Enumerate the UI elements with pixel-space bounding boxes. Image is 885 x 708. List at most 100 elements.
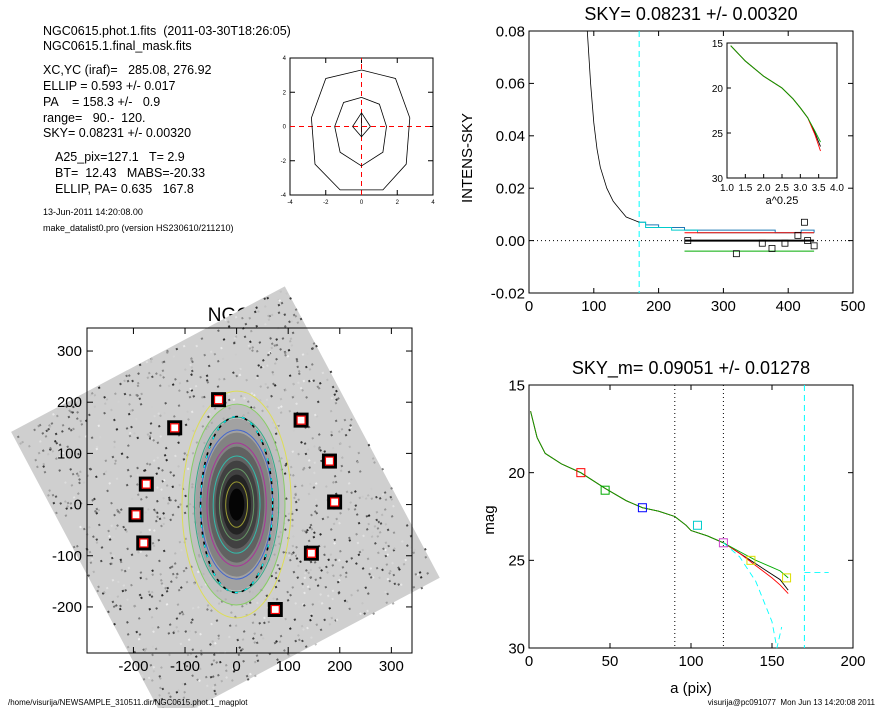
noise-pixel: [167, 543, 171, 546]
noise-pixel: [370, 487, 373, 491]
sky-square-marker: [794, 231, 802, 239]
noise-pixel: [232, 371, 235, 375]
noise-pixel: [284, 497, 288, 501]
noise-pixel: [166, 502, 170, 505]
noise-pixel: [277, 579, 281, 583]
galaxy-isophote-fill: [228, 488, 245, 521]
noise-pixel: [366, 592, 370, 595]
noise-pixel: [289, 465, 293, 469]
noise-pixel: [315, 511, 319, 515]
noise-pixel: [299, 560, 302, 564]
noise-pixel: [172, 474, 176, 477]
masked-star-box-inner: [213, 395, 224, 405]
noise-pixel: [333, 393, 337, 396]
noise-pixel: [191, 674, 194, 678]
gal-ytick-label: 100: [57, 445, 82, 462]
noise-pixel: [270, 342, 274, 346]
noise-pixel: [299, 371, 303, 375]
noise-pixel: [160, 697, 164, 701]
masked-star-box-inner: [324, 456, 335, 466]
noise-pixel: [273, 384, 277, 387]
noise-pixel: [135, 630, 139, 634]
noise-pixel: [89, 393, 92, 397]
noise-pixel: [384, 548, 387, 552]
masked-star-box: [327, 494, 343, 510]
noise-pixel: [314, 482, 318, 485]
inset-ytick-label: 15: [712, 39, 724, 50]
position-angle: PA = 158.3 +/- 0.9: [43, 95, 161, 109]
timestamp: 13-Jun-2011 14:20:08.00: [43, 207, 143, 217]
noise-pixel: [267, 620, 271, 624]
noise-pixel: [319, 593, 322, 596]
noise-pixel: [152, 669, 156, 673]
noise-pixel: [384, 554, 388, 558]
mag-xtick-label: 200: [840, 653, 865, 670]
noise-pixel: [337, 558, 341, 562]
masked-star-box-inner: [306, 548, 317, 558]
noise-pixel: [74, 399, 78, 402]
noise-pixel: [310, 513, 313, 517]
noise-pixel: [348, 607, 352, 611]
noise-pixel: [389, 495, 393, 499]
noise-pixel: [332, 574, 335, 578]
noise-pixel: [158, 599, 162, 603]
mag-square-marker: [637, 503, 647, 513]
noise-pixel: [113, 622, 116, 626]
noise-pixel: [340, 427, 344, 431]
noise-pixel: [355, 513, 359, 516]
noise-pixel: [279, 397, 283, 401]
noise-pixel: [119, 558, 123, 562]
noise-pixel: [279, 348, 282, 351]
noise-pixel: [191, 451, 195, 455]
gal-xtick-label: 200: [327, 658, 352, 675]
noise-pixel: [188, 395, 192, 399]
noise-pixel: [285, 292, 289, 295]
ellip-pa: ELLIP, PA= 0.635 167.8: [55, 182, 194, 196]
noise-pixel: [367, 514, 371, 517]
noise-pixel: [108, 594, 112, 597]
noise-pixel: [414, 572, 418, 576]
noise-pixel: [192, 429, 195, 433]
noise-pixel: [173, 552, 177, 555]
noise-pixel: [355, 532, 358, 536]
noise-pixel: [137, 372, 140, 375]
noise-pixel: [145, 462, 149, 466]
noise-pixel: [107, 610, 110, 614]
noise-pixel: [173, 562, 177, 565]
noise-pixel: [297, 369, 301, 373]
noise-pixel: [112, 605, 116, 608]
sky-xtick-label: 0: [525, 298, 533, 315]
noise-pixel: [334, 480, 338, 484]
sky-xtick-label: 200: [646, 298, 671, 315]
noise-pixel: [350, 556, 354, 560]
noise-pixel: [319, 543, 323, 547]
noise-pixel: [159, 677, 162, 680]
noise-pixel: [61, 423, 65, 427]
noise-pixel: [177, 441, 180, 445]
noise-pixel: [77, 474, 80, 478]
noise-pixel: [279, 411, 283, 414]
noise-pixel: [264, 658, 268, 662]
noise-pixel: [331, 564, 335, 567]
noise-pixel: [78, 478, 81, 481]
noise-pixel: [156, 456, 160, 460]
noise-pixel: [110, 524, 114, 528]
noise-pixel: [160, 582, 164, 585]
noise-pixel: [61, 430, 64, 433]
noise-pixel: [250, 392, 254, 395]
noise-pixel: [190, 661, 194, 665]
noise-pixel: [252, 337, 255, 341]
noise-pixel: [277, 303, 281, 307]
noise-pixel: [169, 518, 173, 522]
noise-pixel: [161, 439, 164, 443]
inset-xtick-label: 2.0: [757, 183, 771, 194]
noise-pixel: [128, 393, 132, 397]
noise-pixel: [200, 653, 203, 656]
noise-pixel: [328, 606, 332, 610]
noise-pixel: [187, 418, 190, 421]
noise-pixel: [284, 388, 287, 392]
noise-pixel: [313, 510, 317, 513]
noise-pixel: [69, 468, 73, 471]
noise-pixel: [406, 544, 409, 547]
noise-pixel: [135, 393, 138, 397]
